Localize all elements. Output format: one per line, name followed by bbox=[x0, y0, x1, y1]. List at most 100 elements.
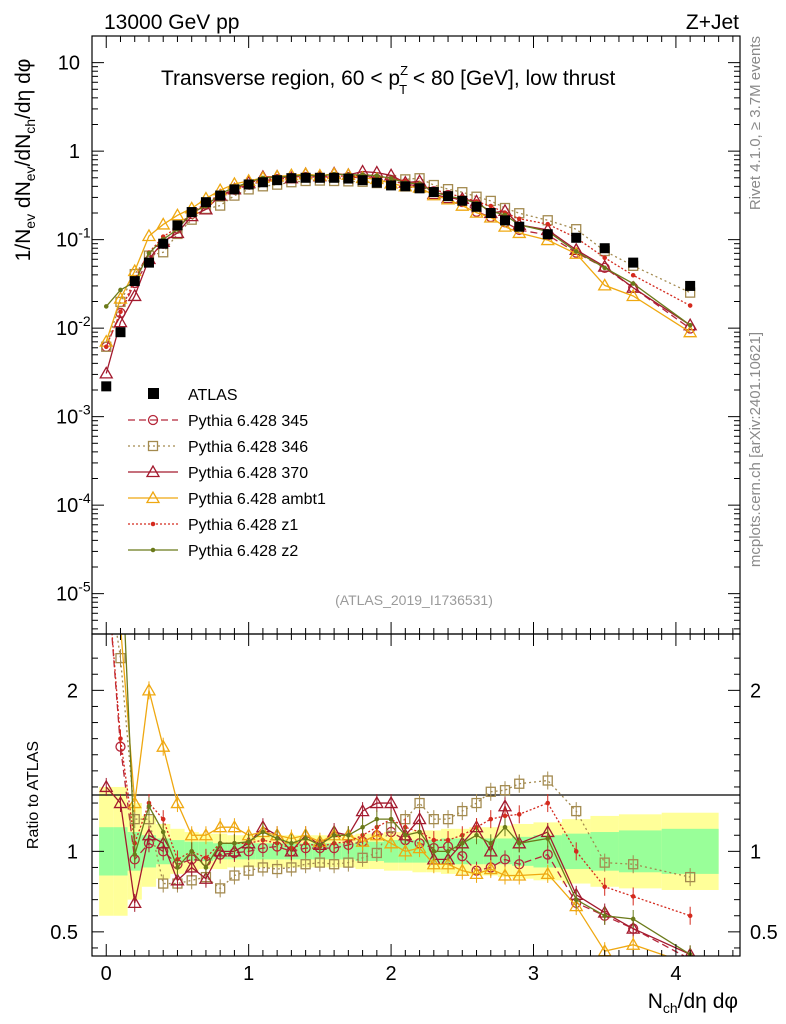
lower-series-pythia-6-428-ambt1 bbox=[119, 634, 691, 956]
upper-point-pythia-6-428-ambt1 bbox=[113, 291, 128, 304]
upper-point-pythia-6-428-z2 bbox=[118, 287, 123, 293]
ratio-point-pythia-6-428-z1 bbox=[602, 884, 608, 890]
legend-marker-pythia-6-428-ambt1 bbox=[145, 490, 161, 504]
upper-tick-marks bbox=[92, 35, 740, 634]
upper-point-pythia-6-428-z2 bbox=[630, 281, 636, 286]
upper-point-pythia-6-428-z2 bbox=[602, 265, 608, 271]
ratio-point-pythia-6-428-ambt1 bbox=[497, 868, 513, 881]
upper-y-tick-label: 10-2 bbox=[56, 313, 91, 340]
ratio-point-pythia-6-428-z1 bbox=[545, 800, 551, 806]
band-inner-segment bbox=[661, 828, 719, 874]
upper-point-pythia-6-428-z2 bbox=[374, 173, 380, 178]
ratio-point-pythia-6-428-z2 bbox=[374, 816, 380, 822]
atlas-data-point bbox=[172, 220, 183, 231]
atlas-data-point bbox=[200, 197, 211, 208]
ratio-point-pythia-6-428-346 bbox=[685, 871, 696, 883]
ratio-point-pythia-6-428-z2 bbox=[232, 841, 237, 846]
legend-entry-pythia-6-428-z2: Pythia 6.428 z2 bbox=[128, 543, 298, 560]
ratio-point-pythia-6-428-346 bbox=[115, 653, 126, 664]
upper-point-pythia-6-428-346 bbox=[215, 200, 226, 211]
atlas-data-point bbox=[485, 208, 496, 219]
atlas-data-point bbox=[215, 190, 226, 201]
ratio-point-pythia-6-428-370 bbox=[184, 860, 199, 873]
legend-label-pythia-6-428-z2: Pythia 6.428 z2 bbox=[188, 543, 298, 560]
ratio-point-pythia-6-428-345 bbox=[542, 849, 553, 860]
ratio-point-pythia-6-428-ambt1 bbox=[170, 795, 185, 809]
atlas-data-point bbox=[428, 187, 439, 198]
ratio-point-pythia-6-428-ambt1 bbox=[127, 795, 142, 809]
ratio-point-pythia-6-428-346 bbox=[300, 859, 311, 870]
upper-y-tick-label: 10-4 bbox=[56, 490, 91, 517]
atlas-data-point bbox=[542, 229, 553, 240]
ratio-point-pythia-6-428-z2 bbox=[189, 849, 194, 854]
ratio-point-pythia-6-428-346 bbox=[102, 557, 111, 566]
upper-y-tick-label: 1 bbox=[69, 141, 80, 163]
ratio-point-pythia-6-428-370 bbox=[483, 844, 498, 857]
ratio-point-pythia-6-428-z2 bbox=[246, 839, 251, 844]
ratio-point-pythia-6-428-z2 bbox=[217, 841, 223, 846]
ratio-point-pythia-6-428-z2 bbox=[175, 865, 180, 870]
upper-line-pythia-6-428-345 bbox=[105, 176, 691, 348]
ratio-point-pythia-6-428-ambt1 bbox=[412, 840, 427, 854]
upper-series-group bbox=[99, 164, 698, 379]
ratio-point-pythia-6-428-ambt1 bbox=[227, 819, 242, 833]
ratio-point-pythia-6-428-346 bbox=[229, 870, 240, 881]
ratio-point-pythia-6-428-ambt1 bbox=[369, 827, 384, 841]
atlas-data-point bbox=[129, 276, 140, 287]
lower-y-tick-labels: 2 2 1 1 0.5 0.5 bbox=[50, 680, 778, 944]
atlas-data-point bbox=[329, 172, 340, 183]
ratio-point-pythia-6-428-346 bbox=[428, 814, 439, 825]
upper-point-pythia-6-428-z1 bbox=[545, 221, 551, 227]
upper-point-pythia-6-428-370 bbox=[683, 317, 698, 331]
lower-series-group bbox=[99, 557, 696, 956]
ratio-point-pythia-6-428-z2 bbox=[274, 836, 280, 841]
atlas-data-point bbox=[243, 179, 254, 190]
ratio-point-pythia-6-428-ambt1 bbox=[540, 866, 555, 880]
legend-marker-pythia-6-428-370 bbox=[145, 464, 161, 478]
ratio-point-pythia-6-428-ambt1 bbox=[469, 866, 484, 880]
atlas-data-point bbox=[158, 238, 169, 249]
ratio-point-pythia-6-428-z1 bbox=[118, 736, 123, 741]
ratio-point-pythia-6-428-346 bbox=[215, 883, 226, 894]
upper-point-pythia-6-428-370 bbox=[198, 202, 214, 215]
upper-line-pythia-6-428-346 bbox=[105, 177, 691, 347]
ratio-point-pythia-6-428-346 bbox=[471, 797, 482, 809]
atlas-data-point bbox=[257, 177, 268, 188]
ratio-point-pythia-6-428-z1 bbox=[160, 816, 166, 822]
atlas-data-point bbox=[186, 207, 197, 218]
upper-point-pythia-6-428-ambt1 bbox=[127, 263, 142, 277]
legend-entry-pythia-6-428-346: Pythia 6.428 346 bbox=[128, 439, 308, 456]
upper-point-pythia-6-428-z1 bbox=[516, 216, 522, 222]
ratio-point-pythia-6-428-z2 bbox=[545, 836, 551, 841]
ratio-point-pythia-6-428-z1 bbox=[445, 837, 451, 843]
upper-point-pythia-6-428-z1 bbox=[118, 309, 123, 315]
atlas-data-point bbox=[400, 181, 411, 192]
ratio-point-pythia-6-428-370 bbox=[355, 803, 370, 817]
ratio-point-pythia-6-428-z1 bbox=[573, 849, 579, 854]
atlas-data-point bbox=[471, 201, 482, 212]
lower-frame bbox=[91, 633, 741, 957]
ratio-point-pythia-6-428-370 bbox=[369, 795, 384, 809]
upper-point-pythia-6-428-z1 bbox=[687, 303, 693, 308]
ratio-point-pythia-6-428-370 bbox=[213, 844, 228, 857]
upper-y-tick-label: 10-1 bbox=[56, 225, 91, 252]
ratio-point-pythia-6-428-346 bbox=[542, 775, 553, 786]
ratio-point-pythia-6-428-z2 bbox=[360, 824, 365, 830]
ratio-point-pythia-6-428-z2 bbox=[502, 824, 508, 830]
upper-point-pythia-6-428-ambt1 bbox=[141, 228, 157, 242]
ratio-point-pythia-6-428-346 bbox=[286, 862, 297, 873]
ratio-point-pythia-6-428-370 bbox=[227, 844, 242, 857]
upper-point-pythia-6-428-z2 bbox=[388, 176, 394, 181]
ratio-point-pythia-6-428-346 bbox=[442, 814, 454, 825]
x-tick-label: 4 bbox=[670, 963, 681, 985]
upper-y-axis-title: 1/Nev dNev/dNch/dη dφ bbox=[12, 59, 38, 262]
mcplots-reference-label: mcplots.cern.ch [arXiv:2401.10621] bbox=[747, 332, 764, 567]
ratio-point-pythia-6-428-z2 bbox=[630, 916, 636, 922]
ratio-point-pythia-6-428-z2 bbox=[203, 865, 209, 870]
ratio-point-pythia-6-428-ambt1 bbox=[383, 835, 399, 849]
ratio-point-pythia-6-428-z1 bbox=[104, 560, 108, 564]
legend-mc-entries: Pythia 6.428 345 Pythia 6.428 346 Pythia 6… bbox=[128, 413, 326, 560]
ratio-point-pythia-6-428-ambt1 bbox=[198, 827, 214, 841]
upper-point-pythia-6-428-370 bbox=[113, 314, 128, 328]
upper-data-points bbox=[101, 172, 696, 392]
